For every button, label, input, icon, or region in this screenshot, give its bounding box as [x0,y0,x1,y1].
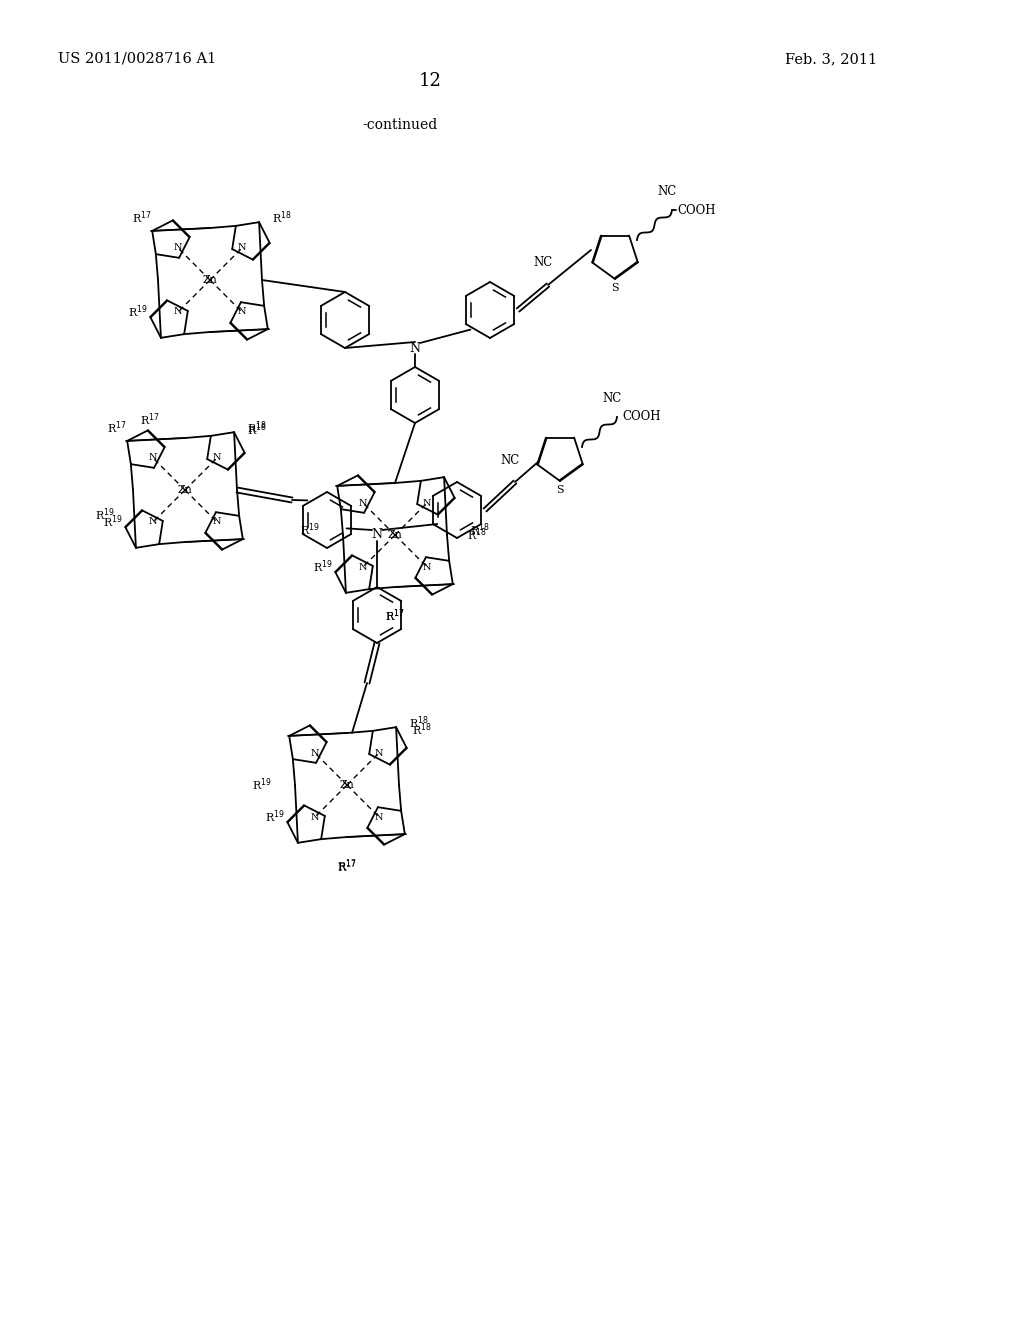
Text: NC: NC [501,454,519,467]
Text: N: N [375,748,383,758]
Text: 12: 12 [419,73,441,90]
Text: N: N [423,562,431,572]
Text: US 2011/0028716 A1: US 2011/0028716 A1 [58,51,216,66]
Text: N: N [213,517,221,527]
Text: N: N [358,562,368,572]
Text: N: N [310,748,319,758]
Text: R$^{18}$: R$^{18}$ [247,420,267,437]
Text: N: N [148,454,158,462]
Text: NC: NC [657,185,677,198]
Text: N: N [238,308,246,317]
Text: N: N [238,243,246,252]
Text: COOH: COOH [677,203,716,216]
Text: R$^{17}$: R$^{17}$ [337,857,356,874]
Text: R$^{18}$: R$^{18}$ [467,527,486,544]
Text: N: N [310,813,319,821]
Text: R$^{17}$: R$^{17}$ [132,210,152,226]
Text: R$^{17}$: R$^{17}$ [385,607,404,623]
Text: S: S [611,282,618,293]
Text: Zn: Zn [203,275,217,285]
Text: N: N [375,813,383,821]
Text: Zn: Zn [387,531,402,540]
Text: R$^{19}$: R$^{19}$ [313,558,333,576]
Text: Zn: Zn [340,780,354,789]
Text: R$^{17}$: R$^{17}$ [108,420,127,437]
Text: R$^{18}$: R$^{18}$ [409,714,429,731]
Text: S: S [556,484,564,495]
Text: N: N [358,499,368,507]
Text: R$^{19}$: R$^{19}$ [103,513,123,531]
Text: R$^{18}$: R$^{18}$ [412,722,432,738]
Text: NC: NC [602,392,622,405]
Text: R$^{17}$: R$^{17}$ [337,858,356,875]
Text: NC: NC [534,256,553,269]
Text: R$^{18}$: R$^{18}$ [247,421,267,438]
Text: N: N [423,499,431,507]
Text: N: N [372,528,383,541]
Text: R$^{19}$: R$^{19}$ [95,507,115,523]
Text: N: N [213,454,221,462]
Text: Feb. 3, 2011: Feb. 3, 2011 [785,51,878,66]
Text: R$^{18}$: R$^{18}$ [470,521,489,539]
Text: R$^{19}$: R$^{19}$ [252,776,272,793]
Text: N: N [148,517,158,527]
Text: Zn: Zn [177,484,193,495]
Text: R$^{18}$: R$^{18}$ [272,210,292,226]
Text: N: N [410,342,421,355]
Text: R$^{17}$: R$^{17}$ [140,412,160,428]
Text: N: N [174,243,182,252]
Text: R$^{19}$: R$^{19}$ [265,809,285,825]
Text: -continued: -continued [362,117,437,132]
Text: R$^{19}$: R$^{19}$ [128,304,148,321]
Text: N: N [174,308,182,317]
Text: R$^{17}$: R$^{17}$ [385,607,404,623]
Text: R$^{19}$: R$^{19}$ [300,521,319,539]
Text: COOH: COOH [622,411,660,424]
